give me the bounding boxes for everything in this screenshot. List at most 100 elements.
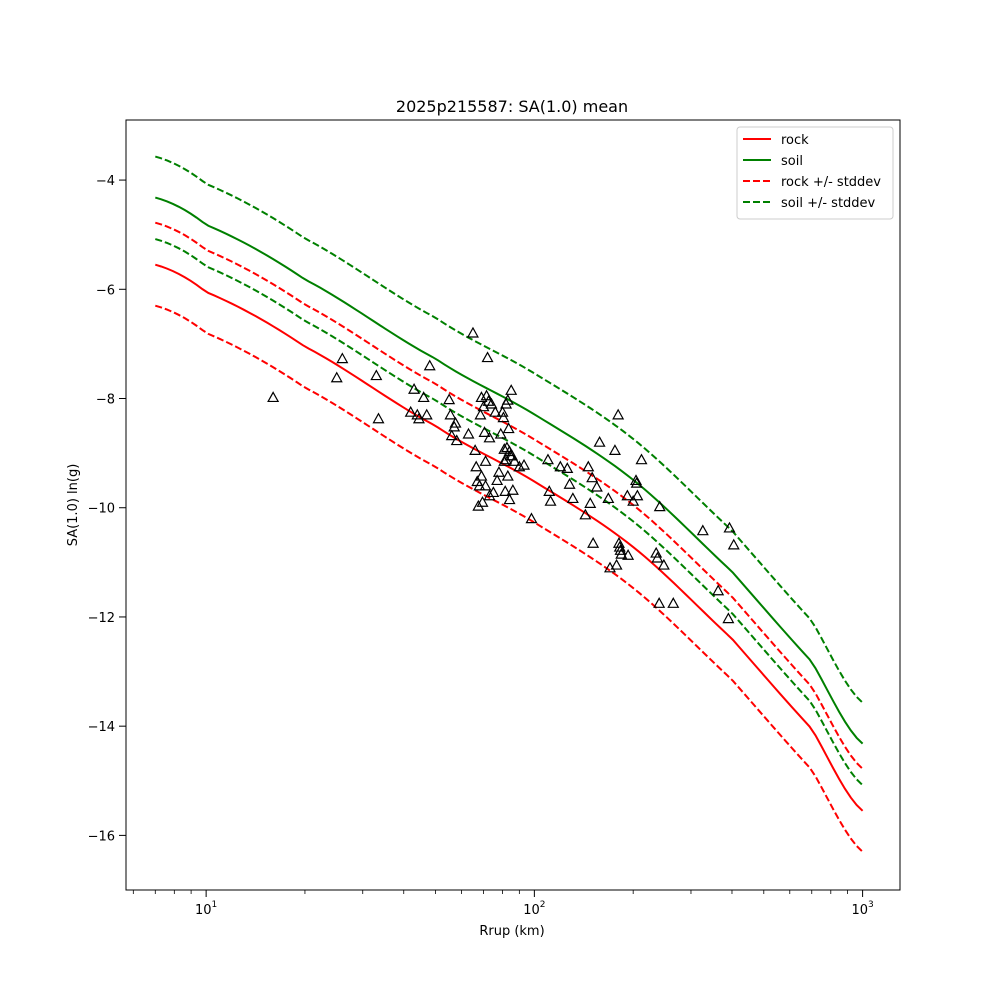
data-point [635, 453, 648, 465]
data-point [487, 486, 500, 498]
data-point [497, 411, 510, 423]
data-point [563, 478, 576, 489]
legend-label-0: rock [781, 133, 809, 148]
data-point [472, 499, 485, 511]
data-point [554, 460, 567, 472]
data-point [474, 408, 487, 420]
data-point [505, 384, 518, 395]
axes: 101 102 103 −4 −6 −8 −10 −12 −14 −16 [88, 119, 901, 918]
legend: rock soil rock +/- stddev soil +/- stddev [736, 126, 894, 220]
data-point [584, 497, 597, 508]
data-point [476, 496, 489, 507]
data-point [525, 512, 538, 524]
plot-area [155, 155, 864, 853]
data-point [492, 465, 505, 477]
data-point [622, 549, 635, 560]
data-point [502, 422, 515, 434]
y-tick-label-4: −12 [88, 611, 115, 626]
data-point [499, 485, 512, 496]
data-point [543, 485, 556, 496]
data-point [667, 597, 680, 608]
data-point [712, 584, 725, 596]
data-point [513, 460, 526, 472]
data-point [469, 444, 482, 455]
data-point [445, 429, 458, 441]
data-point [466, 326, 479, 338]
data-point [372, 412, 385, 424]
legend-label-1: soil [781, 154, 803, 169]
data-point [475, 469, 488, 481]
data-point [500, 453, 513, 465]
data-point [590, 480, 603, 492]
data-point [420, 408, 433, 420]
data-point [650, 546, 663, 558]
data-point [481, 351, 494, 363]
data-point [651, 551, 664, 563]
series-line-1 [155, 196, 864, 745]
y-tick-label-0: −4 [96, 174, 115, 189]
data-point [615, 547, 628, 559]
data-point [602, 492, 615, 504]
data-point [614, 544, 627, 555]
chart-title: 2025p215587: SA(1.0) mean [396, 97, 628, 116]
data-point [494, 427, 507, 439]
data-point [541, 453, 554, 465]
data-point [449, 416, 462, 428]
data-point [448, 420, 461, 432]
data-point [544, 494, 557, 506]
data-point [503, 493, 516, 505]
y-tick-label-2: −8 [96, 393, 115, 408]
data-point [561, 462, 574, 474]
series-line-2 [155, 221, 864, 770]
x-tick-label-1: 102 [523, 900, 545, 918]
data-point [582, 460, 595, 472]
data-point [518, 458, 531, 470]
data-point [498, 455, 511, 466]
data-point [330, 371, 343, 383]
data-point [450, 434, 463, 446]
x-tick-label-0: 101 [195, 900, 217, 918]
legend-label-2: rock +/- stddev [781, 175, 881, 190]
data-point [475, 391, 488, 403]
data-point [621, 489, 634, 501]
data-point [587, 536, 600, 548]
data-point [608, 444, 621, 455]
data-point [462, 427, 475, 439]
data-point [496, 405, 509, 417]
data-point [336, 352, 349, 364]
legend-label-3: soil +/- stddev [781, 196, 876, 211]
data-point [653, 500, 666, 512]
data-point [696, 524, 709, 536]
data-point [370, 369, 383, 381]
data-point [612, 408, 625, 420]
data-point [479, 455, 492, 466]
data-point [267, 391, 280, 403]
data-point [443, 393, 456, 405]
data-point [566, 492, 579, 504]
series-line-0 [155, 263, 864, 812]
data-point [593, 435, 606, 447]
x-axis-title: Rrup (km) [479, 924, 544, 939]
data-point [610, 558, 623, 570]
legend-box [736, 126, 894, 220]
data-point [630, 476, 643, 488]
data-point [723, 521, 736, 533]
data-point [489, 405, 502, 417]
data-point [501, 393, 514, 405]
data-point [508, 455, 521, 466]
data-point [408, 382, 421, 394]
y-axis-title: SA(1.0) ln(g) [66, 464, 81, 547]
data-point [506, 484, 519, 495]
data-point [483, 431, 496, 443]
data-point [586, 471, 599, 483]
data-point [501, 469, 514, 481]
data-point [404, 405, 417, 417]
data-point [417, 391, 430, 403]
series-line-5 [155, 238, 864, 786]
series-line-4 [155, 155, 864, 704]
plot-content [155, 155, 864, 853]
data-point [579, 508, 592, 520]
y-tick-label-1: −6 [96, 283, 115, 298]
y-tick-label-6: −16 [88, 829, 115, 844]
